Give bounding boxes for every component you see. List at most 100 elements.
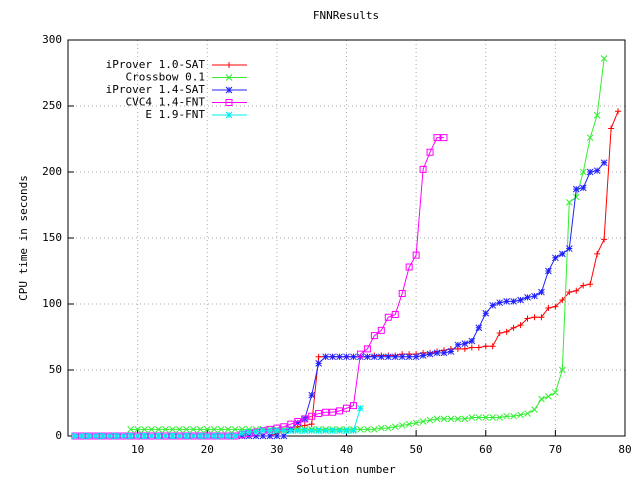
data-point <box>364 353 371 361</box>
data-point <box>391 423 399 431</box>
data-point <box>475 324 483 332</box>
data-point <box>266 432 274 440</box>
x-axis-label: Solution number <box>296 463 396 476</box>
data-point <box>343 353 350 361</box>
data-point <box>336 427 343 435</box>
data-point <box>433 415 441 423</box>
data-point <box>496 414 504 421</box>
data-point <box>155 432 162 440</box>
data-point <box>370 332 378 340</box>
data-point <box>398 422 406 429</box>
data-point <box>489 301 497 309</box>
data-point <box>517 296 524 304</box>
data-point <box>273 432 281 440</box>
data-point <box>203 426 211 433</box>
chart-title: FNNResults <box>313 9 379 22</box>
data-point <box>294 427 302 435</box>
data-point <box>350 353 357 361</box>
data-point <box>183 426 190 433</box>
data-point <box>566 289 573 296</box>
data-point <box>363 345 371 353</box>
data-point <box>252 428 260 436</box>
data-point <box>594 250 601 257</box>
data-point <box>565 199 573 206</box>
data-point <box>559 297 566 304</box>
series-line <box>74 137 444 437</box>
data-point <box>482 343 489 350</box>
data-point <box>419 165 427 173</box>
legend-marker <box>225 86 233 94</box>
data-point <box>294 419 302 427</box>
data-point <box>552 254 559 262</box>
data-point <box>315 353 322 360</box>
data-point <box>531 314 538 321</box>
data-point <box>134 432 141 440</box>
data-point <box>252 432 260 440</box>
plot-frame <box>67 39 626 437</box>
y-tick-label: 150 <box>42 231 62 244</box>
x-tick-label: 60 <box>479 443 492 456</box>
data-point <box>468 344 475 351</box>
data-point <box>196 432 204 440</box>
data-point <box>259 432 267 440</box>
data-point <box>440 415 448 423</box>
data-point <box>615 108 622 115</box>
data-point <box>391 353 399 361</box>
data-point <box>552 303 559 310</box>
data-point <box>113 432 121 440</box>
data-point <box>85 432 93 440</box>
legend-marker <box>225 74 233 81</box>
data-point <box>517 322 524 329</box>
data-point <box>92 432 100 440</box>
data-point <box>148 426 155 433</box>
data-point <box>134 426 141 433</box>
data-point <box>127 426 135 433</box>
data-point <box>412 251 420 259</box>
data-point <box>308 427 316 435</box>
data-point <box>558 366 566 374</box>
legend-label: iProver 1.0-SAT <box>106 58 206 71</box>
legend-label: CVC4 1.4-FNT <box>126 96 206 109</box>
y-tick-label: 50 <box>49 363 62 376</box>
data-point <box>579 184 587 192</box>
data-point <box>426 148 434 156</box>
data-point <box>322 353 329 361</box>
data-point <box>141 426 148 433</box>
data-point <box>496 330 503 337</box>
data-point <box>482 309 490 317</box>
series-line <box>74 111 619 437</box>
data-point <box>238 430 246 437</box>
data-point <box>419 418 427 425</box>
data-point <box>545 267 552 275</box>
legend-label: iProver 1.4-SAT <box>106 83 206 96</box>
data-point <box>301 422 308 429</box>
x-tick-label: 20 <box>201 443 214 456</box>
data-point <box>176 426 183 433</box>
x-tick-label: 80 <box>618 443 631 456</box>
y-tick-label: 0 <box>55 429 62 442</box>
data-point <box>343 404 350 412</box>
data-point <box>593 167 601 175</box>
data-point <box>224 426 232 433</box>
data-point <box>127 432 135 440</box>
series-line <box>74 162 605 437</box>
data-point <box>196 432 204 440</box>
data-point <box>329 427 336 435</box>
y-tick-label: 300 <box>42 33 62 46</box>
data-point <box>343 427 350 435</box>
data-point <box>322 427 329 435</box>
data-point <box>308 412 316 420</box>
data-point <box>294 417 302 425</box>
data-point <box>322 408 330 416</box>
data-point <box>391 311 399 319</box>
data-point <box>426 350 434 358</box>
data-point <box>377 424 385 432</box>
data-point <box>217 426 225 433</box>
data-point <box>127 432 135 440</box>
data-point <box>370 353 378 361</box>
data-point <box>357 404 364 412</box>
data-point <box>196 426 204 433</box>
data-point <box>601 236 608 243</box>
data-point <box>106 432 114 440</box>
